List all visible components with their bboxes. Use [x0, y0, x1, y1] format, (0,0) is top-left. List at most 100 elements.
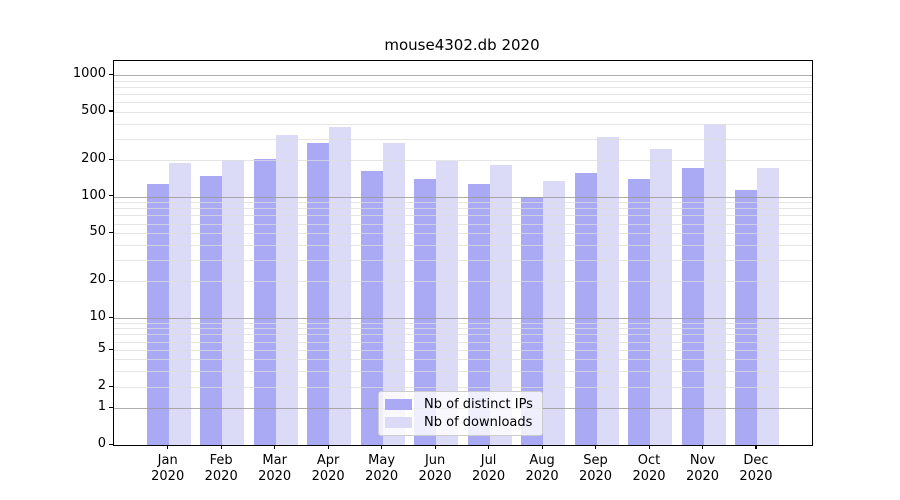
y-tick-200 [109, 158, 113, 160]
chart-title: mouse4302.db 2020 [384, 36, 540, 54]
bar-nb-of-distinct-ips-jan [146, 184, 169, 445]
y-tick-100 [109, 195, 113, 197]
minor-gridline-400 [114, 123, 812, 125]
plot-area [113, 60, 813, 446]
bar-nb-of-downloads-oct [650, 149, 673, 445]
minor-gridline-40 [114, 244, 812, 246]
x-tick-oct [648, 445, 650, 449]
x-tick-apr [327, 445, 329, 449]
y-tick-label-0: 0 [97, 436, 106, 451]
minor-gridline-700 [114, 94, 812, 96]
y-tick-500 [109, 110, 113, 112]
y-tick-5 [109, 348, 113, 350]
bar-nb-of-distinct-ips-jul [467, 183, 490, 445]
y-tick-label-500: 500 [81, 102, 106, 118]
x-tick-mar [274, 445, 276, 449]
x-tick-label-feb: Feb 2020 [204, 453, 238, 484]
major-gridline-1000 [114, 75, 812, 77]
bar-nb-of-downloads-nov [703, 124, 726, 445]
minor-gridline-300 [114, 138, 812, 140]
bar-nb-of-downloads-jun [436, 160, 459, 445]
y-tick-0 [109, 443, 113, 445]
minor-gridline-30 [114, 260, 812, 262]
bar-nb-of-distinct-ips-may [360, 170, 383, 445]
y-tick-label-200: 200 [81, 151, 106, 167]
y-tick-20 [109, 279, 113, 282]
minor-gridline-9 [114, 322, 812, 324]
minor-gridline-60 [114, 223, 812, 225]
bar-nb-of-distinct-ips-mar [253, 159, 276, 445]
legend-swatch-downloads [385, 417, 412, 428]
minor-gridline-50 [114, 233, 812, 235]
legend-entry-distinct-ips: Nb of distinct IPs [385, 397, 536, 412]
minor-gridline-200 [114, 160, 812, 162]
x-tick-aug [541, 445, 543, 449]
x-tick-label-sep: Sep 2020 [578, 453, 613, 484]
legend-label-distinct-ips: Nb of distinct IPs [424, 397, 533, 412]
x-tick-label-aug: Aug 2020 [525, 453, 559, 484]
y-tick-label-50: 50 [89, 224, 106, 240]
bar-nb-of-distinct-ips-nov [681, 168, 704, 445]
x-tick-sep [595, 445, 597, 449]
minor-gridline-20 [114, 281, 812, 283]
x-tick-label-nov: Nov 2020 [685, 453, 720, 484]
bar-nb-of-downloads-may [382, 143, 405, 445]
legend: Nb of distinct IPs Nb of downloads [378, 391, 543, 436]
legend-swatch-distinct-ips [385, 399, 412, 410]
x-tick-label-may: May 2020 [365, 453, 399, 484]
minor-gridline-5 [114, 350, 812, 351]
minor-gridline-8 [114, 328, 812, 330]
minor-gridline-80 [114, 208, 812, 210]
x-tick-dec [755, 445, 757, 449]
y-tick-2 [109, 385, 113, 387]
y-tick-label-2: 2 [97, 378, 106, 393]
minor-gridline-4 [114, 359, 812, 360]
y-tick-label-5: 5 [97, 341, 106, 356]
x-tick-may [381, 445, 383, 449]
x-tick-label-jun: Jun 2020 [418, 453, 452, 484]
legend-entry-downloads: Nb of downloads [385, 415, 536, 430]
bar-nb-of-downloads-jan [168, 163, 191, 445]
x-tick-label-oct: Oct 2020 [632, 453, 666, 484]
y-tick-label-1000: 1000 [72, 66, 106, 82]
bar-nb-of-downloads-sep [596, 136, 619, 445]
bar-nb-of-distinct-ips-dec [734, 189, 757, 445]
bar-nb-of-distinct-ips-apr [307, 142, 330, 445]
minor-gridline-7 [114, 334, 812, 336]
bar-nb-of-downloads-feb [222, 160, 245, 445]
bar-nb-of-downloads-mar [275, 135, 298, 445]
bar-nb-of-distinct-ips-oct [628, 178, 651, 445]
y-tick-50 [109, 231, 113, 233]
x-tick-jul [488, 445, 490, 449]
x-tick-label-jan: Jan 2020 [151, 453, 185, 484]
y-tick-label-20: 20 [89, 272, 106, 288]
bar-nb-of-distinct-ips-feb [200, 176, 223, 445]
y-tick-label-10: 10 [89, 309, 106, 324]
x-tick-jan [167, 445, 169, 449]
minor-gridline-500 [114, 111, 812, 113]
major-gridline-10 [114, 318, 812, 319]
x-tick-jun [434, 445, 436, 449]
minor-gridline-70 [114, 215, 812, 217]
legend-label-downloads: Nb of downloads [424, 415, 533, 430]
y-tick-1000 [109, 73, 113, 76]
y-tick-label-100: 100 [81, 187, 106, 203]
minor-gridline-900 [114, 80, 812, 82]
x-tick-feb [220, 445, 222, 449]
minor-gridline-600 [114, 102, 812, 104]
y-tick-1 [109, 406, 113, 408]
bar-nb-of-downloads-dec [756, 168, 779, 445]
minor-gridline-6 [114, 341, 812, 343]
x-tick-label-apr: Apr 2020 [311, 453, 345, 484]
x-tick-nov [702, 445, 704, 449]
y-tick-label-1: 1 [97, 399, 106, 414]
bar-nb-of-downloads-apr [329, 126, 352, 445]
major-gridline-100 [114, 196, 812, 198]
minor-gridline-90 [114, 202, 812, 204]
bar-nb-of-downloads-jul [489, 165, 512, 445]
x-tick-label-jul: Jul 2020 [472, 453, 506, 484]
bar-nb-of-distinct-ips-aug [521, 197, 544, 445]
minor-gridline-2 [114, 387, 812, 388]
bar-nb-of-downloads-aug [543, 180, 566, 445]
